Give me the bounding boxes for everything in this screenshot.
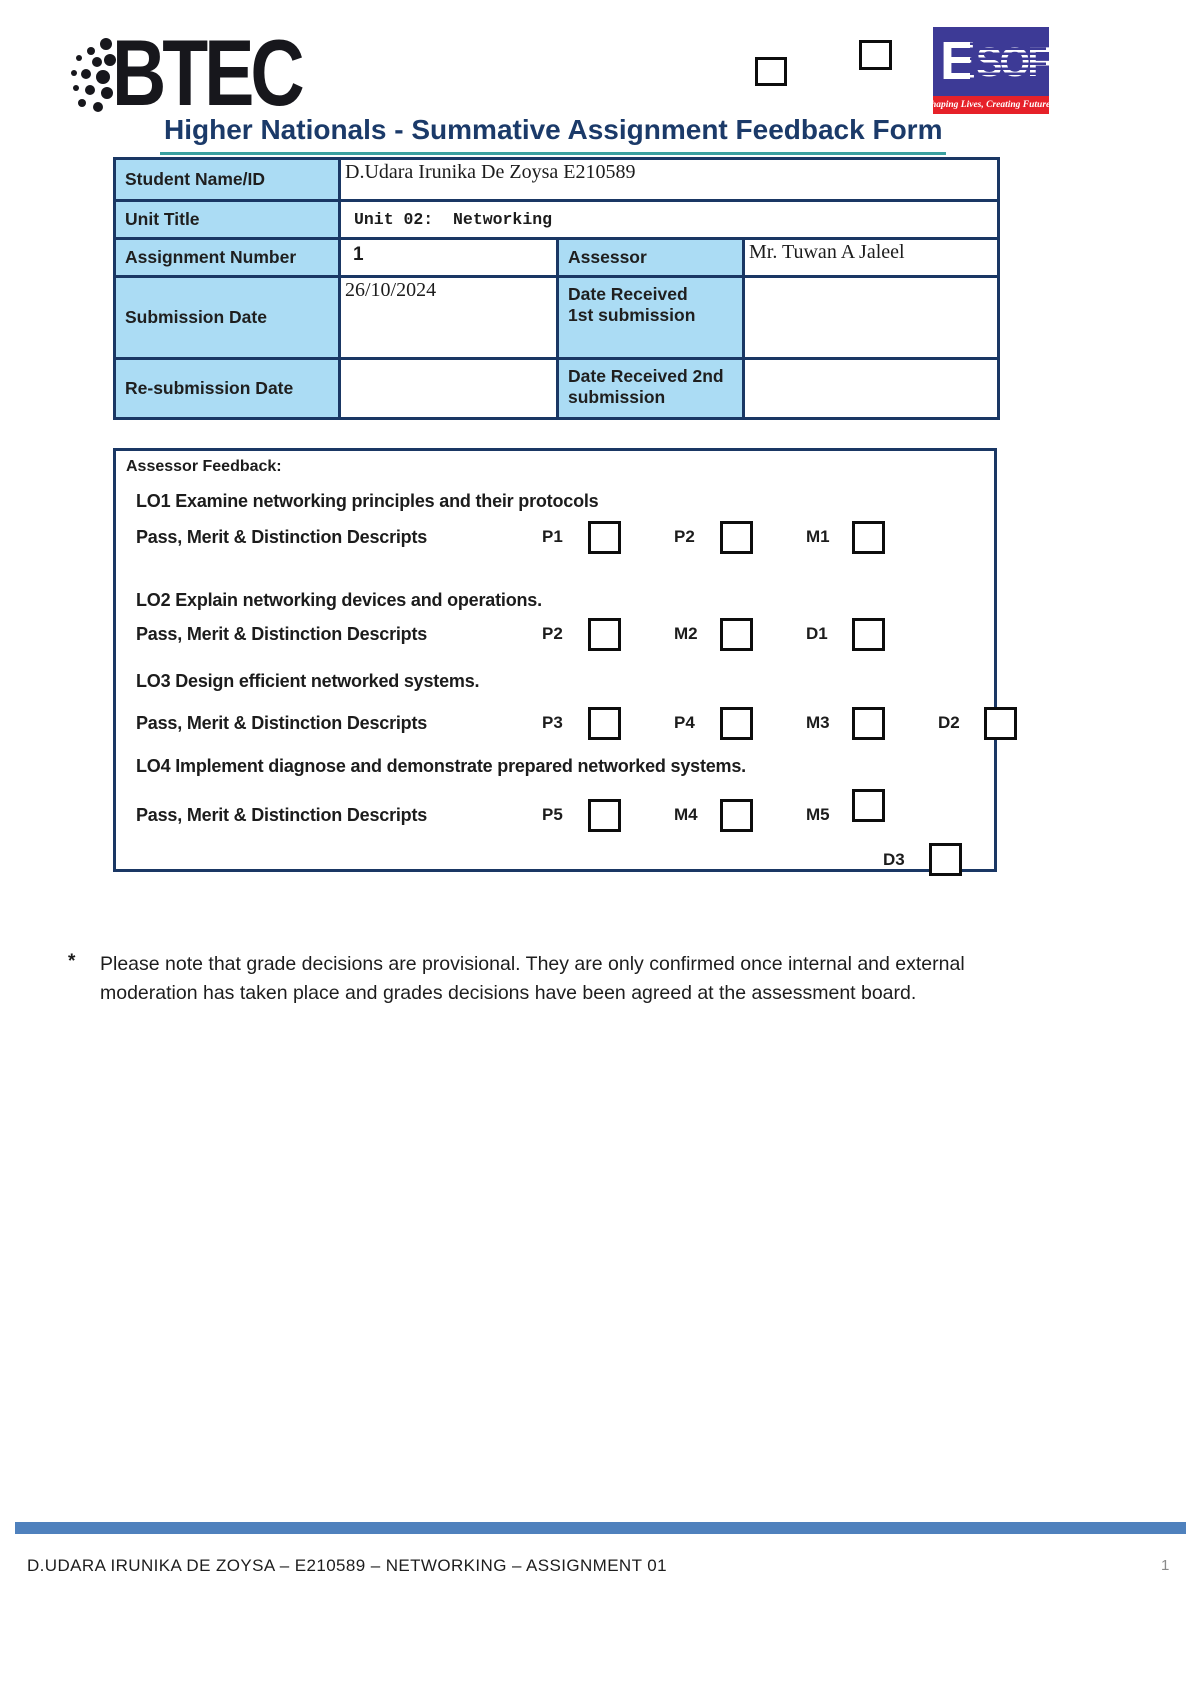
checkbox-lo3-p4[interactable]: [720, 706, 753, 740]
criterion-label-d1: D1: [806, 624, 828, 643]
criterion-label-m2: M2: [674, 624, 698, 643]
footnote-text: Please note that grade decisions are pro…: [100, 953, 965, 1004]
lo1-criteria-row: Pass, Merit & Distinction Descripts P1 P…: [136, 520, 938, 554]
lo4-descriptor-label: Pass, Merit & Distinction Descripts: [136, 804, 428, 825]
date-received-2nd-label: Date Received 2nd submission: [556, 357, 745, 420]
unit-title-label: Unit Title: [113, 199, 341, 240]
checkbox-lo1-p1[interactable]: [588, 520, 621, 554]
btec-logo: BTEC: [112, 20, 305, 125]
d3-criteria-row: D3: [883, 843, 962, 876]
lo1-heading: LO1 Examine networking principles and th…: [136, 491, 599, 511]
resubmission-date-label: Re-submission Date: [113, 357, 341, 420]
student-info-table: Student Name/ID D.Udara Irunika De Zoysa…: [113, 157, 1001, 420]
footer-divider-bar: [15, 1522, 1186, 1534]
lo3-criteria-row: Pass, Merit & Distinction Descripts P3 P…: [136, 706, 1070, 740]
date-received-1st-label: Date Received 1st submission: [556, 275, 745, 360]
lo2-criteria-row: Pass, Merit & Distinction Descripts P2 M…: [136, 617, 938, 651]
criterion-label-p2: P2: [674, 527, 695, 546]
criterion-label-m3: M3: [806, 713, 830, 732]
page-number: 1: [1161, 1557, 1170, 1574]
checkbox-lo3-m3[interactable]: [852, 706, 885, 740]
criterion-label-m1: M1: [806, 527, 830, 546]
esoft-logo-top: E SOFT: [933, 27, 1049, 96]
criterion-label-p2b: P2: [542, 624, 563, 643]
checkbox-lo2-d1[interactable]: [852, 617, 885, 651]
criterion-label-m5: M5: [806, 805, 830, 824]
criterion-label-p1: P1: [542, 527, 563, 546]
assessor-feedback-box: Assessor Feedback: LO1 Examine networkin…: [113, 448, 1017, 876]
checkbox-lo4-p5[interactable]: [588, 798, 621, 832]
submission-date-label: Submission Date: [113, 275, 341, 360]
checkbox-lo4-m5[interactable]: [852, 788, 885, 822]
header-checkbox-1[interactable]: [755, 57, 787, 86]
criterion-label-d2: D2: [938, 713, 960, 732]
lo1-descriptor-label: Pass, Merit & Distinction Descripts: [136, 526, 428, 547]
header-checkbox-2[interactable]: [859, 40, 892, 70]
assignment-number-label: Assignment Number: [113, 237, 341, 278]
checkbox-lo3-p3[interactable]: [588, 706, 621, 740]
student-name-label: Student Name/ID: [113, 157, 341, 202]
lo2-descriptor-label: Pass, Merit & Distinction Descripts: [136, 623, 428, 644]
checkbox-lo1-m1[interactable]: [852, 520, 885, 554]
lo3-descriptor-label: Pass, Merit & Distinction Descripts: [136, 712, 428, 733]
criterion-label-p3: P3: [542, 713, 563, 732]
assessor-value: Mr. Tuwan A Jaleel: [741, 237, 1001, 278]
resubmission-date-value: [338, 357, 559, 420]
date-received-1st-value: [741, 275, 1001, 360]
esoft-tagline: Shaping Lives, Creating Futures.: [926, 96, 1056, 114]
lo4-criteria-row: Pass, Merit & Distinction Descripts P5 M…: [136, 788, 938, 832]
lo4-heading: LO4 Implement diagnose and demonstrate p…: [136, 756, 746, 776]
lo2-heading: LO2 Explain networking devices and opera…: [136, 590, 542, 610]
unit-title-value: Unit 02: Networking: [337, 199, 1001, 240]
lo3-heading: LO3 Design efficient networked systems.: [136, 671, 480, 691]
criterion-label-d3: D3: [883, 849, 905, 869]
student-name-value: D.Udara Irunika De Zoysa E210589: [337, 157, 1001, 202]
btec-dots-icon: [71, 38, 116, 112]
date-received-2nd-value: [741, 357, 1001, 420]
footnote-marker: *: [68, 951, 76, 972]
criterion-label-p4: P4: [674, 713, 695, 732]
assignment-number-value: 1: [338, 237, 559, 278]
footer-text: D.UDARA IRUNIKA DE ZOYSA – E210589 – NET…: [27, 1556, 667, 1575]
checkbox-d3[interactable]: [929, 843, 962, 876]
checkbox-lo4-m4[interactable]: [720, 798, 753, 832]
esoft-stripes-decoration: [970, 35, 1046, 88]
assessor-label: Assessor: [556, 237, 745, 278]
criterion-label-m4: M4: [674, 805, 698, 824]
assessor-feedback-header: Assessor Feedback:: [126, 458, 282, 475]
page-title: Higher Nationals - Summative Assignment …: [160, 114, 947, 155]
criterion-label-p5: P5: [542, 805, 563, 824]
checkbox-lo1-p2[interactable]: [720, 520, 753, 554]
esoft-logo: E SOFT Shaping Lives, Creating Futures.: [926, 27, 1056, 114]
submission-date-value: 26/10/2024: [338, 275, 559, 360]
checkbox-lo3-d2[interactable]: [984, 706, 1017, 740]
checkbox-lo2-m2[interactable]: [720, 617, 753, 651]
checkbox-lo2-p2[interactable]: [588, 617, 621, 651]
